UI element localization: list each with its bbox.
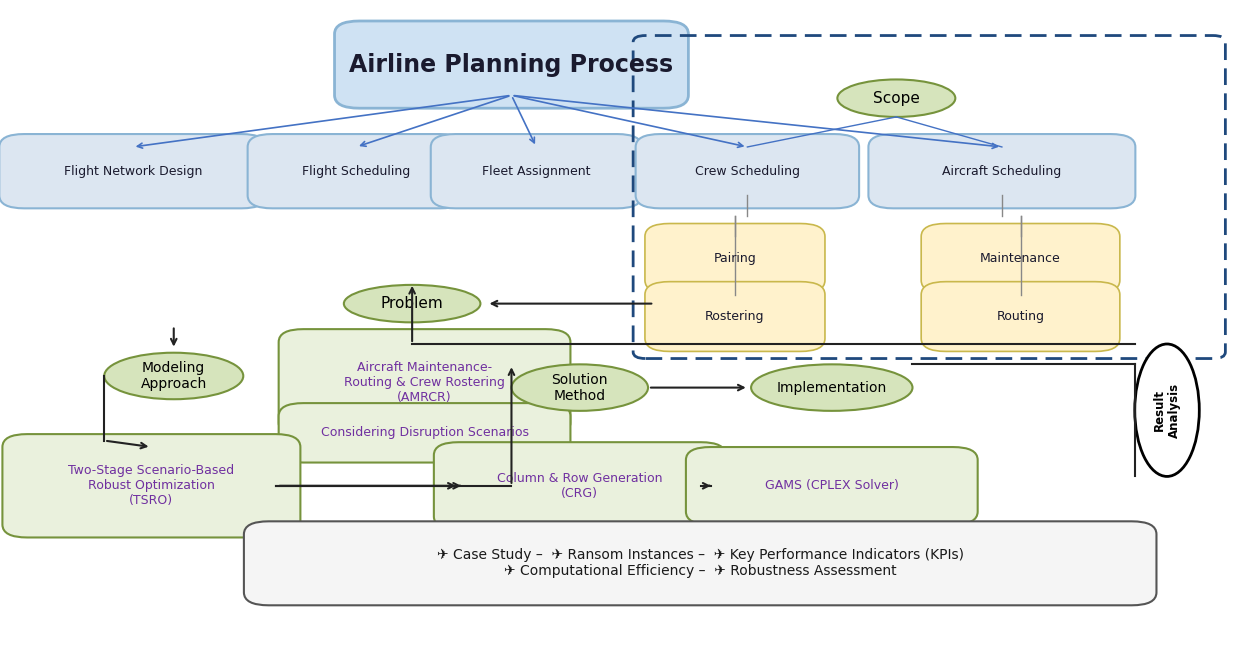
- FancyBboxPatch shape: [248, 134, 465, 209]
- Text: Two-Stage Scenario-Based
Robust Optimization
(TSRO): Two-Stage Scenario-Based Robust Optimiza…: [68, 464, 234, 507]
- Ellipse shape: [1135, 344, 1199, 477]
- FancyBboxPatch shape: [685, 447, 978, 525]
- FancyBboxPatch shape: [335, 21, 688, 108]
- Text: Rostering: Rostering: [705, 310, 765, 323]
- FancyBboxPatch shape: [434, 443, 725, 530]
- Text: Crew Scheduling: Crew Scheduling: [695, 165, 800, 178]
- Text: ✈ Case Study –  ✈ Ransom Instances –  ✈ Key Performance Indicators (KPIs)
✈ Comp: ✈ Case Study – ✈ Ransom Instances – ✈ Ke…: [437, 548, 964, 578]
- Text: Pairing: Pairing: [714, 252, 756, 265]
- FancyBboxPatch shape: [279, 329, 571, 436]
- Ellipse shape: [343, 285, 480, 322]
- Text: Considering Disruption Scenarios: Considering Disruption Scenarios: [321, 426, 529, 439]
- Text: Maintenance: Maintenance: [980, 252, 1061, 265]
- Text: Flight Scheduling: Flight Scheduling: [302, 165, 411, 178]
- Text: Scope: Scope: [873, 90, 919, 106]
- FancyBboxPatch shape: [279, 403, 571, 463]
- Text: GAMS (CPLEX Solver): GAMS (CPLEX Solver): [765, 479, 898, 492]
- FancyBboxPatch shape: [430, 134, 642, 209]
- Ellipse shape: [837, 79, 955, 117]
- Text: Routing: Routing: [996, 310, 1045, 323]
- Text: Result
Analysis: Result Analysis: [1153, 382, 1181, 438]
- Text: Fleet Assignment: Fleet Assignment: [481, 165, 591, 178]
- Text: Modeling
Approach: Modeling Approach: [141, 361, 207, 391]
- Ellipse shape: [511, 364, 648, 411]
- Text: Problem: Problem: [381, 296, 444, 311]
- Text: Flight Network Design: Flight Network Design: [63, 165, 202, 178]
- Text: Aircraft Scheduling: Aircraft Scheduling: [942, 165, 1061, 178]
- FancyBboxPatch shape: [0, 134, 266, 209]
- FancyBboxPatch shape: [2, 434, 300, 537]
- FancyBboxPatch shape: [644, 224, 825, 293]
- Text: Column & Row Generation
(CRG): Column & Row Generation (CRG): [498, 472, 663, 500]
- FancyBboxPatch shape: [244, 521, 1157, 605]
- FancyBboxPatch shape: [922, 224, 1120, 293]
- Text: Solution
Method: Solution Method: [551, 373, 608, 402]
- Text: Airline Planning Process: Airline Planning Process: [350, 52, 673, 77]
- Text: Implementation: Implementation: [776, 380, 887, 395]
- Ellipse shape: [104, 353, 244, 399]
- FancyBboxPatch shape: [868, 134, 1136, 209]
- FancyBboxPatch shape: [922, 282, 1120, 351]
- FancyBboxPatch shape: [644, 282, 825, 351]
- FancyBboxPatch shape: [636, 134, 860, 209]
- Ellipse shape: [751, 364, 913, 411]
- Text: Aircraft Maintenance-
Routing & Crew Rostering
(AMRCR): Aircraft Maintenance- Routing & Crew Ros…: [345, 361, 505, 404]
